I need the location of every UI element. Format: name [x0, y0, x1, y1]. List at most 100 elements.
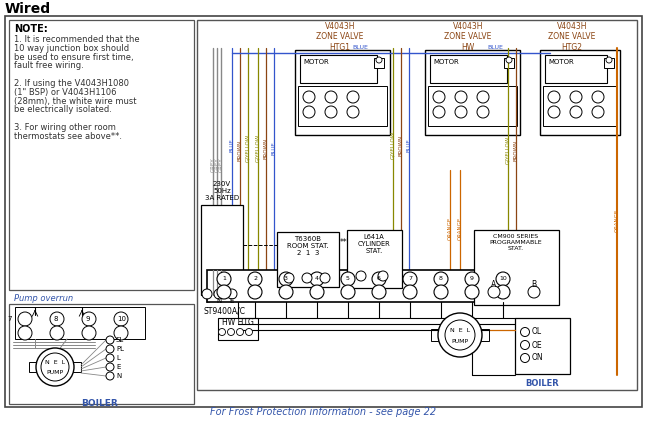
Text: E: E: [230, 298, 234, 304]
Circle shape: [506, 57, 512, 63]
Bar: [347, 230, 402, 288]
Text: PUMP: PUMP: [452, 339, 468, 344]
Text: ORANGE: ORANGE: [448, 216, 452, 240]
Text: G/YELLOW: G/YELLOW: [505, 136, 510, 164]
Bar: [218, 318, 258, 340]
Circle shape: [219, 328, 226, 335]
Text: thermostats see above**.: thermostats see above**.: [14, 132, 122, 141]
Circle shape: [106, 345, 114, 353]
Text: A: A: [491, 280, 497, 289]
Circle shape: [347, 91, 359, 103]
Bar: [295, 50, 390, 135]
Text: L: L: [116, 355, 120, 361]
Circle shape: [403, 272, 417, 286]
Text: 2: 2: [253, 276, 257, 281]
Text: GREY: GREY: [210, 158, 215, 172]
Circle shape: [548, 106, 560, 118]
Circle shape: [520, 354, 529, 362]
Text: BROWN: BROWN: [514, 139, 518, 161]
Circle shape: [303, 91, 315, 103]
Text: 10: 10: [117, 316, 126, 322]
Text: SL: SL: [116, 337, 124, 343]
Circle shape: [434, 285, 448, 299]
Circle shape: [520, 341, 529, 349]
Bar: [205, 48, 627, 358]
Text: ORANGE: ORANGE: [457, 216, 463, 240]
Text: ORANGE: ORANGE: [615, 208, 619, 232]
Circle shape: [465, 285, 479, 299]
Text: V4043H
ZONE VALVE
HTG2: V4043H ZONE VALVE HTG2: [548, 22, 596, 52]
Circle shape: [245, 328, 252, 335]
Bar: [9, 20, 194, 290]
Circle shape: [372, 285, 386, 299]
Circle shape: [217, 285, 231, 299]
Bar: [430, 55, 507, 83]
Circle shape: [228, 328, 234, 335]
Circle shape: [214, 289, 224, 299]
Text: PL: PL: [116, 346, 124, 352]
Circle shape: [248, 272, 262, 286]
Circle shape: [570, 106, 582, 118]
Text: 10: 10: [499, 276, 507, 281]
Text: N  E  L: N E L: [45, 360, 65, 365]
Bar: [201, 205, 243, 295]
Text: **: **: [340, 238, 347, 247]
Bar: [425, 50, 520, 135]
Text: MOTOR: MOTOR: [303, 59, 329, 65]
Circle shape: [403, 285, 417, 299]
Text: BLUE: BLUE: [487, 45, 503, 50]
Circle shape: [18, 326, 32, 340]
Text: G/YELLOW: G/YELLOW: [256, 134, 261, 162]
Circle shape: [106, 336, 114, 344]
Circle shape: [433, 91, 445, 103]
Text: For Frost Protection information - see page 22: For Frost Protection information - see p…: [210, 407, 436, 417]
Circle shape: [477, 91, 489, 103]
Text: MOTOR: MOTOR: [548, 59, 574, 65]
Bar: [73, 362, 81, 372]
Circle shape: [82, 312, 96, 326]
Circle shape: [372, 272, 386, 286]
Circle shape: [570, 91, 582, 103]
Circle shape: [18, 312, 32, 326]
Text: OE: OE: [532, 341, 543, 349]
Bar: [29, 362, 37, 372]
Circle shape: [303, 106, 315, 118]
Circle shape: [82, 326, 96, 340]
Text: ON: ON: [532, 354, 543, 362]
Bar: [504, 58, 514, 68]
Circle shape: [488, 286, 500, 298]
Bar: [298, 86, 387, 126]
Text: 230V
50Hz
3A RATED: 230V 50Hz 3A RATED: [205, 181, 239, 201]
Text: BLUE: BLUE: [352, 45, 368, 50]
Bar: [540, 50, 620, 135]
Text: 1. It is recommended that the: 1. It is recommended that the: [14, 35, 140, 44]
Text: 7: 7: [408, 276, 412, 281]
Text: N: N: [116, 373, 121, 379]
Text: N: N: [216, 298, 222, 304]
Circle shape: [279, 272, 293, 286]
Text: PUMP: PUMP: [47, 370, 63, 375]
Text: OL: OL: [532, 327, 542, 336]
Bar: [431, 329, 439, 341]
Bar: [277, 232, 339, 287]
Bar: [15, 307, 145, 339]
Text: B: B: [531, 280, 536, 289]
Text: BLUE: BLUE: [230, 138, 234, 152]
Bar: [474, 230, 559, 305]
Circle shape: [341, 285, 355, 299]
Circle shape: [279, 285, 293, 299]
Text: GREY: GREY: [215, 158, 219, 172]
Text: 1: 1: [222, 276, 226, 281]
Circle shape: [310, 272, 324, 286]
Circle shape: [227, 289, 237, 299]
Circle shape: [237, 328, 243, 335]
Text: HW HTG: HW HTG: [222, 318, 254, 327]
Text: E: E: [116, 364, 120, 370]
Text: MOTOR: MOTOR: [433, 59, 459, 65]
Circle shape: [310, 285, 324, 299]
Text: CM900 SERIES
PROGRAMMABLE
STAT.: CM900 SERIES PROGRAMMABLE STAT.: [490, 234, 542, 251]
Text: G/YELLOW: G/YELLOW: [245, 134, 250, 162]
Text: 9: 9: [470, 276, 474, 281]
Circle shape: [356, 271, 366, 281]
Circle shape: [50, 326, 64, 340]
